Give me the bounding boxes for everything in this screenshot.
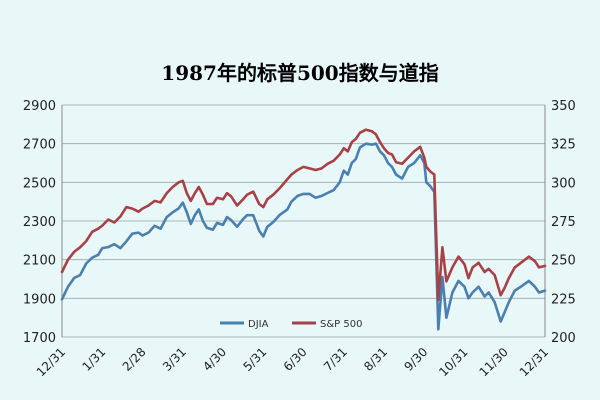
y-left-tick-label: 1700	[23, 331, 56, 346]
x-tick-label: 12/31	[517, 345, 551, 379]
y-left-tick-label: 2300	[23, 215, 56, 230]
grid-lines	[62, 104, 545, 338]
legend-label: DJIA	[248, 319, 269, 330]
x-tick-label: 6/30	[281, 345, 310, 374]
legend-label: S&P 500	[320, 319, 362, 330]
y-left-tick-label: 2700	[23, 138, 56, 153]
x-tick-label: 2/28	[120, 345, 149, 374]
y-right-tick-label: 325	[551, 138, 576, 153]
x-tick-label: 7/31	[321, 345, 350, 374]
y-right-tick-label: 350	[551, 99, 576, 114]
x-tick-label: 4/30	[200, 345, 229, 374]
y-right-tick-label: 250	[551, 254, 576, 269]
x-tick-label: 9/30	[401, 345, 430, 374]
y-left-tick-label: 2500	[23, 176, 56, 191]
x-tick-label: 10/31	[436, 345, 470, 379]
x-tick-labels: 12/31 1/31 2/28 3/31 4/30 5/31 6/30 7/31 8/31 9/3…	[34, 345, 551, 379]
chart-title: 1987年的标普500指数与道指	[161, 61, 438, 85]
legend: DJIA S&P 500	[220, 319, 362, 330]
series-lines	[60, 128, 547, 331]
y-left-tick-label: 1900	[23, 292, 56, 307]
y-left-tick-label: 2100	[23, 254, 56, 269]
x-tick-label: 3/31	[160, 345, 189, 374]
x-tick-label: 5/31	[240, 345, 269, 374]
y-left-tick-labels: 1700 1900 2100 2300 2500 2700 2900	[23, 99, 56, 346]
y-right-tick-label: 225	[551, 292, 576, 307]
x-tick-label: 1/31	[79, 345, 108, 374]
y-right-tick-labels: 200 225 250 275 300 325 350	[551, 99, 576, 346]
series-line-djia	[60, 142, 547, 331]
series-line-sp500	[60, 128, 547, 302]
y-right-tick-label: 300	[551, 176, 576, 191]
y-right-tick-label: 200	[551, 331, 576, 346]
x-tick-label: 8/31	[361, 345, 390, 374]
y-right-tick-label: 275	[551, 215, 576, 230]
x-tick-label: 11/30	[477, 345, 511, 379]
y-left-tick-label: 2900	[23, 99, 56, 114]
x-tick-label: 12/31	[34, 345, 68, 379]
